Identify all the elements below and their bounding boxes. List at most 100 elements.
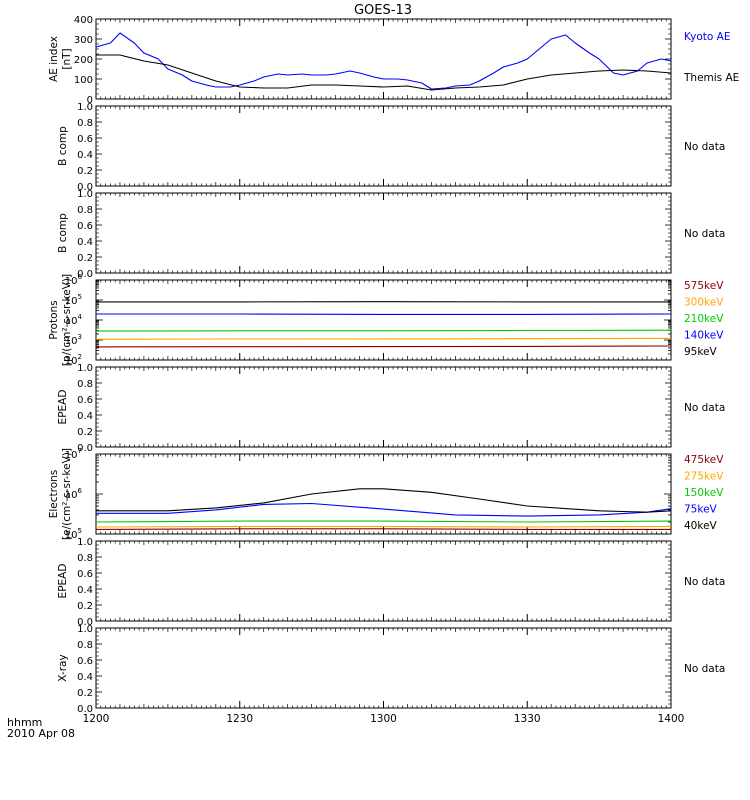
y-tick-label: 0.2 (77, 166, 93, 177)
legend-entry: 300keV (684, 297, 724, 309)
panel-bcomp2: 0.0 0.2 0.4 0.6 0.8 1.0 B comp No data (57, 189, 725, 280)
y-tick-label: 106 (65, 487, 83, 501)
y-tick-label: 0.2 (77, 688, 93, 699)
y-tick-label: 0.0 (77, 704, 93, 715)
y-axis-label: Electrons (48, 470, 60, 519)
y-tick-label: 0.4 (77, 585, 93, 596)
no-data-message: No data (684, 576, 725, 588)
series-line-475kev (95, 528, 671, 530)
y-tick-label: 1.0 (77, 189, 93, 200)
y-axis-label: [e/(cm²-s-sr-keV)] (61, 448, 73, 540)
panel-frame (95, 279, 672, 361)
legend-entry: Themis AE (683, 72, 739, 84)
no-data-message: No data (684, 228, 725, 240)
y-tick-label: 100 (74, 75, 93, 86)
y-axis-label: X-ray (57, 654, 69, 681)
y-tick-label: 103 (65, 333, 82, 347)
series-line-kyoto-ae (95, 32, 672, 90)
y-tick-label: 0.0 (77, 617, 93, 628)
y-tick-label: 0.8 (77, 553, 93, 564)
y-tick-label: 105 (65, 293, 82, 307)
y-tick-label: 0.0 (77, 269, 93, 280)
y-axis-label: [p/(cm²-s-sr-keV)] (61, 274, 73, 366)
no-data-message: No data (684, 402, 725, 414)
y-tick-label: 0.8 (77, 205, 93, 216)
y-tick-label: 400 (74, 15, 93, 26)
time-axis-date-label: 2010 Apr 08 (7, 727, 75, 740)
panel-electrons: 105 106 107 Electrons [e/(cm²-s-sr-keV)] 475k… (48, 447, 724, 541)
time-axis-unit-label: hhmm (7, 716, 42, 729)
y-tick-label: 200 (74, 55, 93, 66)
y-tick-label: 300 (74, 35, 93, 46)
y-tick-label: 1.0 (77, 102, 93, 113)
y-tick-label: 107 (65, 447, 82, 461)
panel-epead2: 0.0 0.2 0.4 0.6 0.8 1.0 EPEAD No data (57, 537, 725, 628)
y-tick-label: 0.2 (77, 427, 93, 438)
legend-entry: Kyoto AE (684, 31, 730, 43)
y-axis-label: AE index (48, 36, 60, 82)
legend-entry: 575keV (684, 280, 724, 292)
y-tick-label: 104 (65, 313, 83, 327)
legend-entry: 275keV (684, 471, 724, 483)
y-tick-label: 0.8 (77, 640, 93, 651)
legend-entry: 95keV (684, 346, 718, 358)
panel-frame (95, 192, 672, 274)
legend-entry: 75keV (684, 504, 718, 516)
series-line-575kev (95, 345, 672, 348)
series-line-150kev (95, 520, 672, 523)
y-tick-label: 1.0 (77, 537, 93, 548)
y-tick-label: 0.8 (77, 379, 93, 390)
panel-ae: 0 100 200 300 400 AE index [nT] Kyoto AE Themis … (48, 15, 739, 106)
series-line-300kev (95, 337, 672, 340)
y-tick-label: 0.6 (77, 395, 93, 406)
y-axis-label: EPEAD (57, 390, 69, 425)
panel-epead1: 0.0 0.2 0.4 0.6 0.8 1.0 EPEAD No data (57, 363, 725, 454)
no-data-message: No data (684, 141, 725, 153)
y-axis-label: [nT] (61, 48, 73, 69)
legend-entry: 475keV (684, 454, 724, 466)
y-axis-label: B comp (57, 126, 69, 166)
y-tick-label: 0.2 (77, 601, 93, 612)
y-tick-label: 105 (65, 527, 82, 541)
x-tick-label: 1400 (658, 713, 685, 725)
series-line-210kev (95, 329, 672, 332)
panel-frame (95, 627, 672, 709)
chart-title: GOES-13 (354, 3, 412, 18)
panel-frame (95, 540, 672, 622)
series-line-75kev (96, 502, 672, 517)
panel-xray: 0.0 0.2 0.4 0.6 0.8 1.0 X-ray No data (57, 624, 725, 715)
y-tick-label: 1.0 (77, 363, 93, 374)
legend-entry: 40keV (684, 520, 718, 532)
y-axis-label: B comp (57, 213, 69, 253)
x-tick-label: 1200 (83, 713, 110, 725)
y-tick-label: 0.4 (77, 150, 93, 161)
y-tick-label: 106 (65, 273, 83, 287)
y-tick-label: 0.4 (77, 237, 93, 248)
y-tick-label: 0.6 (77, 569, 93, 580)
x-tick-label: 1330 (514, 713, 541, 725)
y-tick-label: 0.8 (77, 118, 93, 129)
y-axis-label: Protons (48, 300, 60, 339)
panel-frame (95, 366, 672, 448)
no-data-message: No data (684, 663, 725, 675)
series-line-themis-ae (96, 54, 672, 91)
panel-frame (95, 105, 672, 187)
y-axis-label: EPEAD (57, 564, 69, 599)
y-tick-label: 0.0 (77, 182, 93, 193)
x-tick-label: 1300 (370, 713, 397, 725)
y-tick-label: 102 (65, 353, 82, 367)
series-line-275kev (95, 525, 672, 528)
y-tick-label: 1.0 (77, 624, 93, 635)
y-tick-label: 0.0 (77, 443, 93, 454)
x-tick-label: 1230 (226, 713, 253, 725)
y-tick-label: 0.4 (77, 672, 93, 683)
y-tick-label: 0.6 (77, 134, 93, 145)
series-line-40kev (96, 488, 672, 513)
legend-entry: 140keV (684, 330, 724, 342)
y-tick-label: 0.2 (77, 253, 93, 264)
y-tick-label: 0 (87, 95, 93, 106)
y-tick-label: 0.4 (77, 411, 93, 422)
panel-bcomp1: 0.0 0.2 0.4 0.6 0.8 1.0 B comp No data (57, 102, 725, 193)
y-tick-label: 0.6 (77, 221, 93, 232)
